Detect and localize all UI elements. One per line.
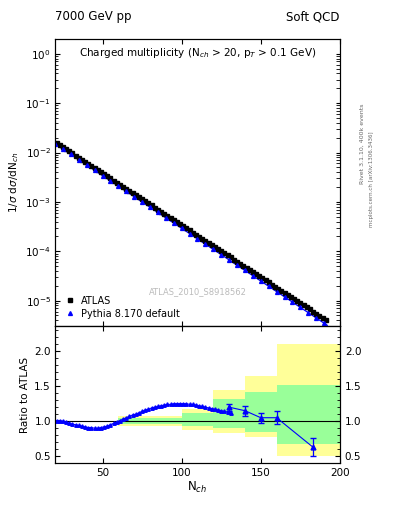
Pythia 8.170 default — [235, 262, 239, 268]
Pythia 8.170 default — [76, 157, 81, 163]
X-axis label: N$_{ch}$: N$_{ch}$ — [187, 480, 208, 496]
Pythia 8.170 default — [290, 299, 295, 305]
Legend: ATLAS, Pythia 8.170 default: ATLAS, Pythia 8.170 default — [60, 293, 183, 322]
Line: Pythia 8.170 default: Pythia 8.170 default — [53, 142, 326, 325]
Pythia 8.170 default — [219, 251, 224, 258]
Pythia 8.170 default — [298, 304, 303, 310]
Pythia 8.170 default — [140, 199, 145, 205]
Pythia 8.170 default — [100, 173, 105, 179]
Pythia 8.170 default — [108, 178, 113, 184]
Pythia 8.170 default — [171, 220, 176, 226]
Y-axis label: 1/$\sigma$ d$\sigma$/dN$_{ch}$: 1/$\sigma$ d$\sigma$/dN$_{ch}$ — [7, 152, 21, 214]
ATLAS — [184, 225, 189, 231]
Pythia 8.170 default — [274, 288, 279, 294]
ATLAS — [260, 275, 265, 281]
Pythia 8.170 default — [92, 167, 97, 174]
Text: Charged multiplicity (N$_{ch}$ > 20, p$_{T}$ > 0.1 GeV): Charged multiplicity (N$_{ch}$ > 20, p$_… — [79, 46, 316, 60]
Pythia 8.170 default — [306, 310, 310, 316]
Pythia 8.170 default — [259, 278, 263, 284]
Pythia 8.170 default — [211, 246, 216, 252]
Pythia 8.170 default — [203, 241, 208, 247]
Text: Rivet 3.1.10, 400k events: Rivet 3.1.10, 400k events — [360, 103, 365, 184]
ATLAS — [61, 144, 65, 151]
ATLAS — [67, 148, 72, 155]
Pythia 8.170 default — [195, 236, 200, 242]
Text: ATLAS_2010_S8918562: ATLAS_2010_S8918562 — [149, 287, 246, 296]
Pythia 8.170 default — [163, 215, 168, 221]
ATLAS — [323, 317, 328, 323]
Pythia 8.170 default — [250, 273, 255, 279]
Pythia 8.170 default — [132, 194, 136, 200]
Pythia 8.170 default — [282, 294, 287, 300]
Pythia 8.170 default — [266, 283, 271, 289]
Text: 7000 GeV pp: 7000 GeV pp — [55, 10, 132, 23]
Pythia 8.170 default — [68, 152, 73, 158]
Pythia 8.170 default — [242, 267, 247, 273]
Pythia 8.170 default — [61, 146, 65, 152]
ATLAS — [282, 290, 287, 296]
Pythia 8.170 default — [148, 204, 152, 210]
ATLAS — [54, 140, 59, 146]
Pythia 8.170 default — [314, 315, 319, 321]
Pythia 8.170 default — [227, 257, 231, 263]
Pythia 8.170 default — [156, 209, 160, 216]
Y-axis label: Ratio to ATLAS: Ratio to ATLAS — [20, 357, 30, 433]
Pythia 8.170 default — [116, 183, 121, 189]
Pythia 8.170 default — [322, 320, 327, 326]
Pythia 8.170 default — [187, 230, 192, 237]
Line: ATLAS: ATLAS — [55, 141, 328, 322]
Pythia 8.170 default — [84, 162, 89, 168]
Pythia 8.170 default — [124, 188, 129, 195]
Text: mcplots.cern.ch [arXiv:1306.3436]: mcplots.cern.ch [arXiv:1306.3436] — [369, 132, 375, 227]
Pythia 8.170 default — [179, 225, 184, 231]
ATLAS — [83, 159, 88, 165]
Pythia 8.170 default — [53, 141, 57, 147]
Text: Soft QCD: Soft QCD — [286, 10, 340, 23]
